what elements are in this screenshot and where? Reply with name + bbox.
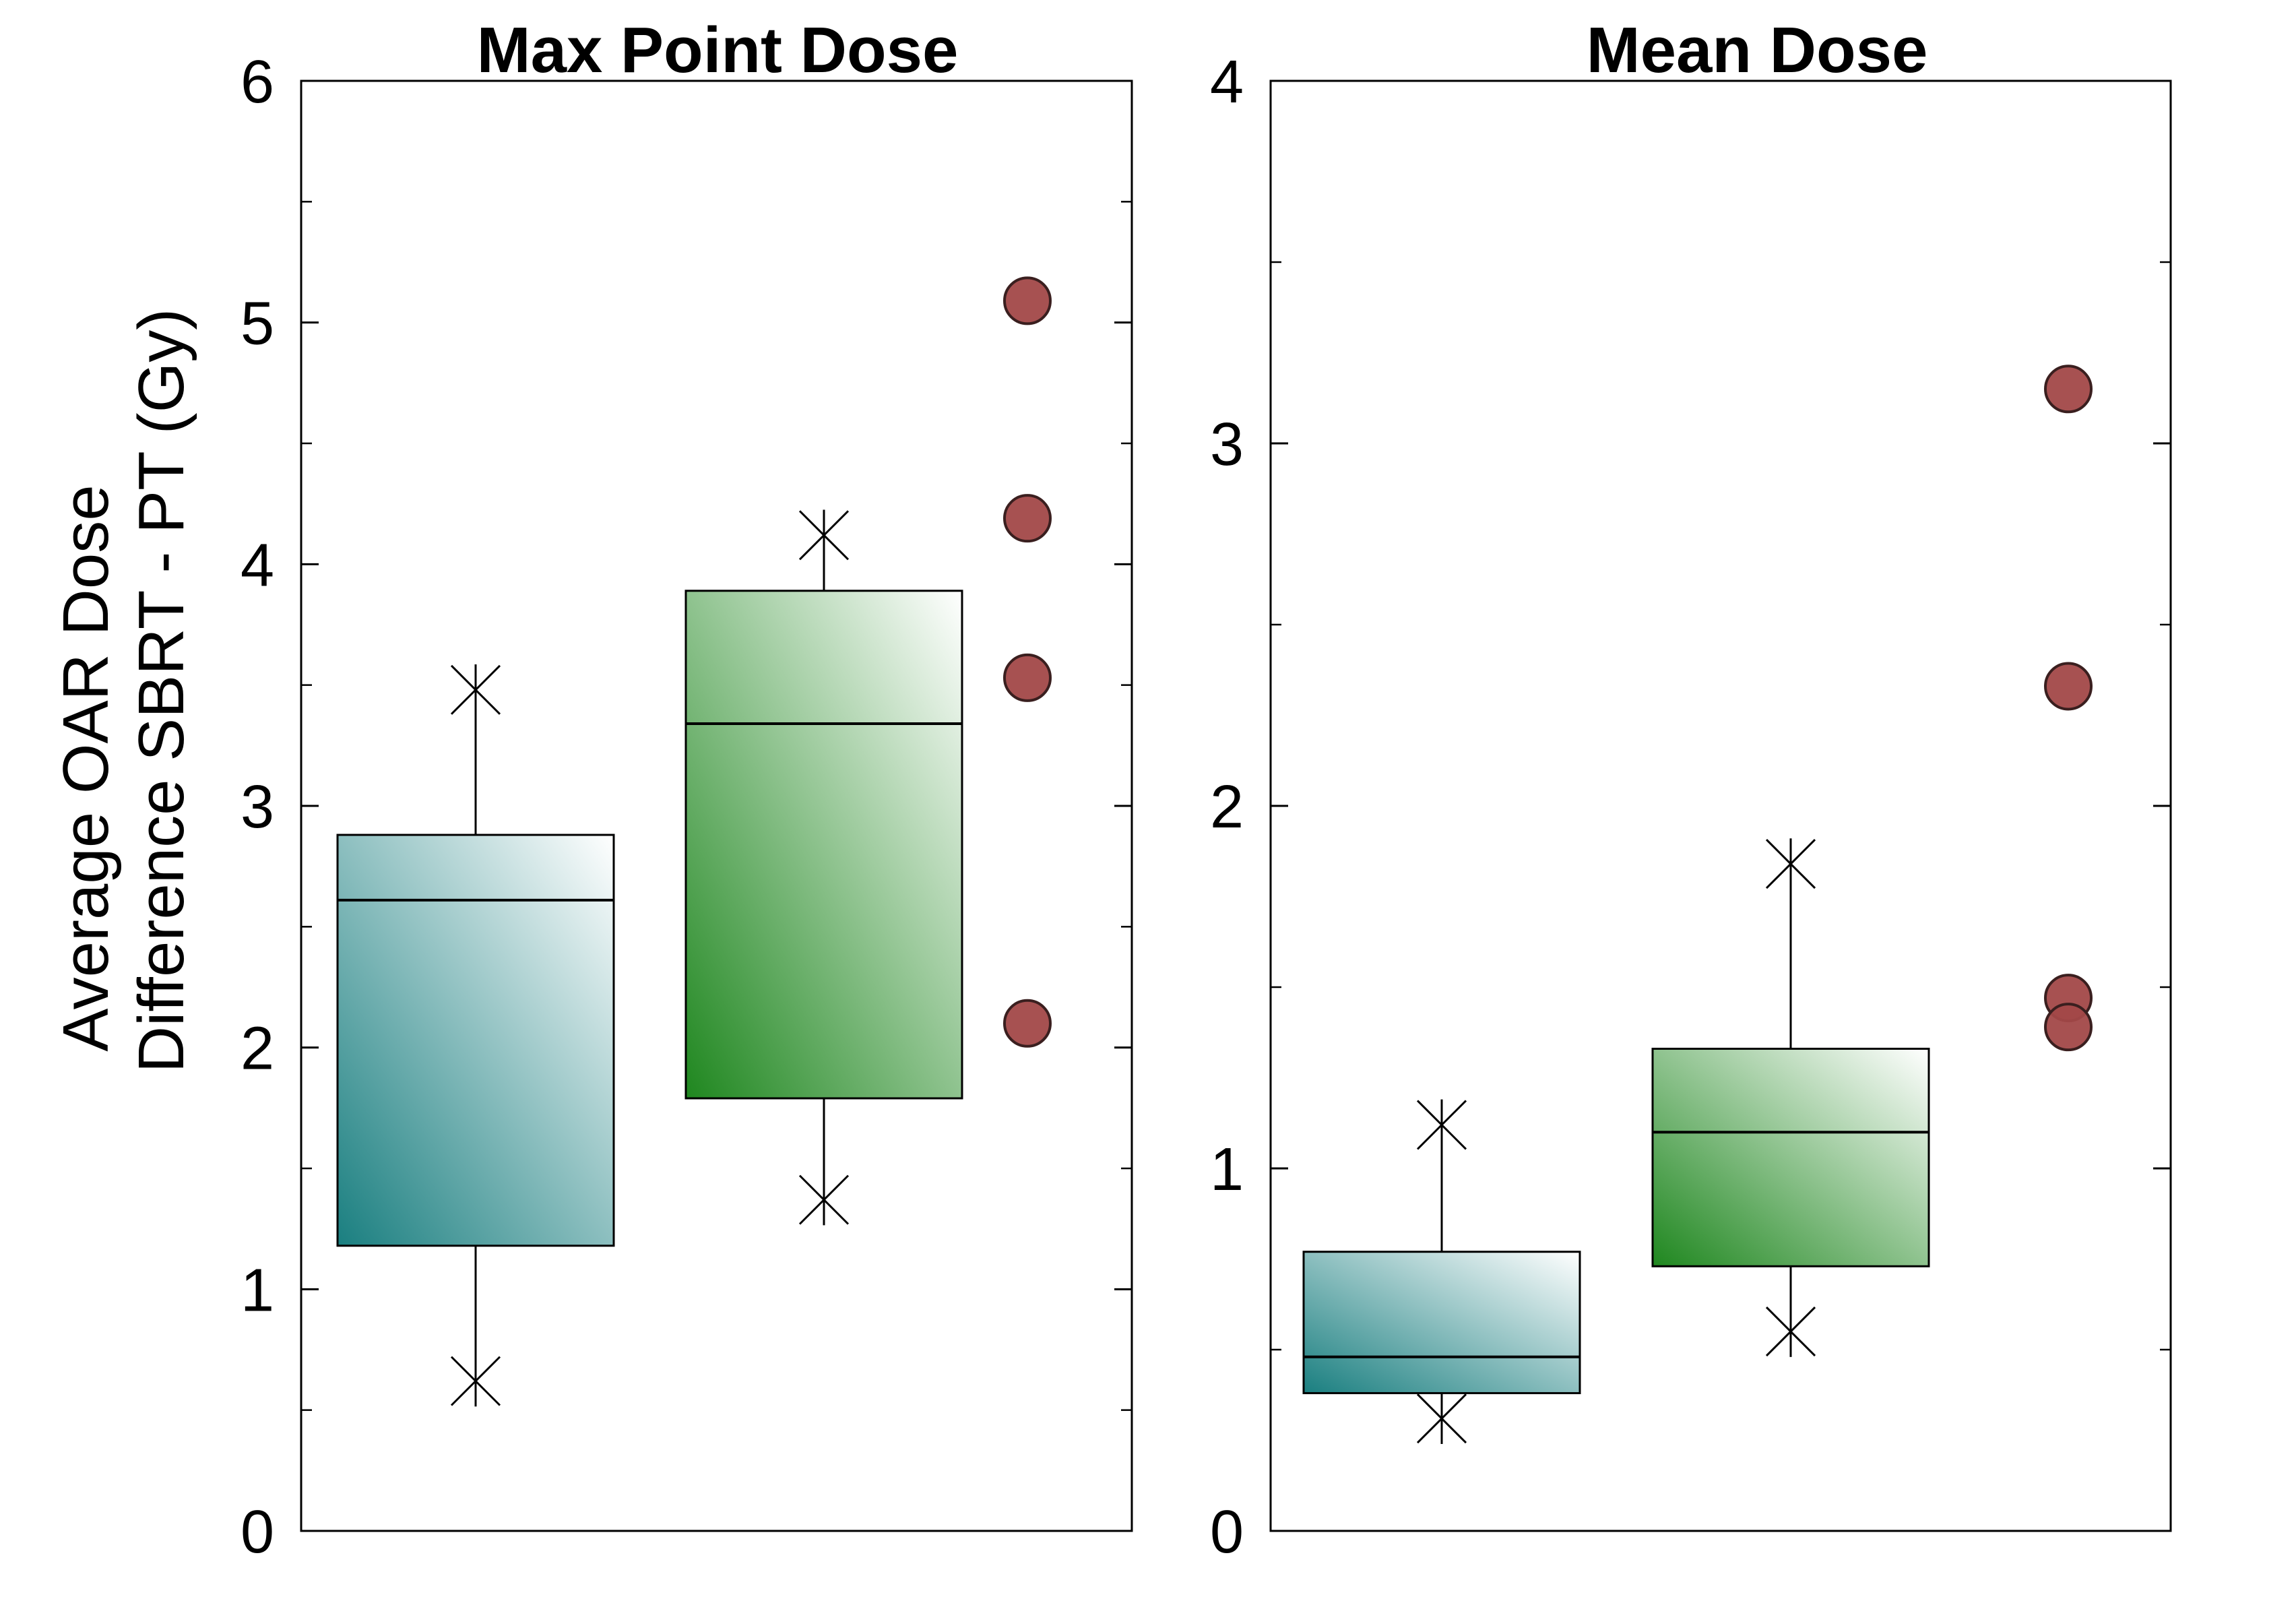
panel-title: Mean Dose — [1587, 14, 1928, 86]
outlier-point — [1003, 653, 1052, 702]
box-iqr — [336, 834, 615, 1247]
whisker-high-marker — [798, 509, 850, 561]
panel-mean-dose: Mean Dose 0 1 2 3 4 — [1210, 14, 2172, 1566]
whisker-low-marker — [1765, 1306, 1816, 1357]
outlier-point — [1003, 494, 1052, 543]
box-group — [336, 664, 615, 1407]
y-tick-label: 3 — [1210, 411, 1244, 478]
whisker-low-marker — [450, 1355, 501, 1407]
box-iqr — [684, 590, 963, 1100]
outlier-point — [1003, 276, 1052, 325]
y-axis-label-line1: Average OAR Dose — [50, 484, 122, 1051]
y-axis-label-line2: Difference SBRT - PT (Gy) — [125, 309, 197, 1073]
outlier-point — [1003, 999, 1052, 1048]
y-tick-label: 0 — [241, 1499, 274, 1566]
y-tick-label: 6 — [241, 49, 274, 116]
box-iqr — [1651, 1047, 1930, 1267]
box-group — [1302, 1099, 1581, 1445]
whisker-low-marker — [798, 1174, 850, 1226]
y-tick-label: 2 — [1210, 774, 1244, 841]
outlier-point — [2044, 1003, 2093, 1052]
y-tick-label: 4 — [241, 532, 274, 599]
y-tick-label: 0 — [1210, 1499, 1244, 1566]
panel-max-point-dose: Max Point Dose 0 1 2 3 4 5 6 — [241, 14, 1133, 1566]
box-group — [684, 509, 963, 1226]
y-tick-label: 3 — [241, 774, 274, 841]
y-tick-label: 1 — [241, 1257, 274, 1324]
whisker-high-marker — [450, 664, 501, 716]
whisker-low-marker — [1416, 1393, 1467, 1445]
whisker-high-marker — [1416, 1099, 1467, 1151]
y-tick-label: 1 — [1210, 1136, 1244, 1203]
outlier-point — [2044, 662, 2093, 711]
y-tick-label: 5 — [241, 290, 274, 358]
y-tick-label: 4 — [1210, 49, 1244, 116]
outlier-point — [2044, 365, 2093, 414]
whisker-high-marker — [1765, 838, 1816, 889]
y-tick-label: 2 — [241, 1015, 274, 1083]
panel-title: Max Point Dose — [477, 14, 959, 86]
box-group — [1651, 838, 1930, 1357]
box-iqr — [1302, 1251, 1581, 1395]
